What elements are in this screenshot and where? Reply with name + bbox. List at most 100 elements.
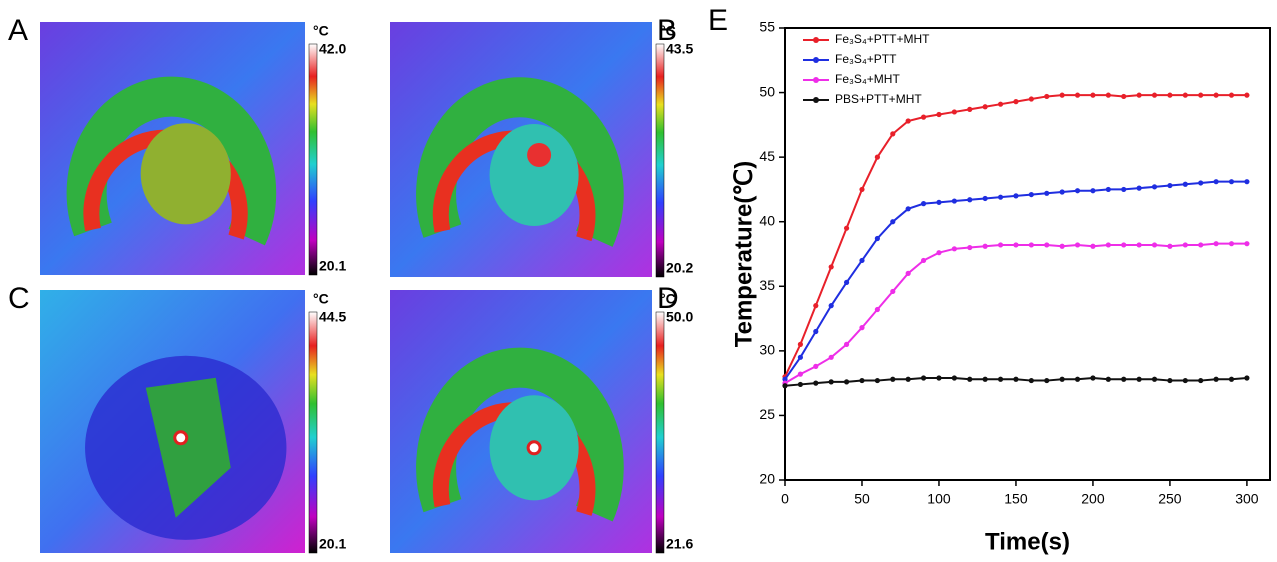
data-point bbox=[1028, 96, 1034, 102]
data-point bbox=[843, 279, 850, 286]
thermal-panels: A °C42.020.1B°C43.520.2C °C44.520.1D°C50.0… bbox=[8, 14, 693, 554]
data-point bbox=[874, 154, 880, 160]
data-point bbox=[874, 235, 880, 242]
data-point bbox=[782, 376, 788, 382]
data-point bbox=[951, 109, 957, 115]
data-point bbox=[997, 101, 1004, 107]
colorbar-min: 21.6 bbox=[666, 536, 693, 552]
data-point bbox=[813, 328, 819, 335]
data-point bbox=[997, 376, 1004, 382]
data-point bbox=[1198, 242, 1204, 248]
x-tick-label: 250 bbox=[1158, 491, 1182, 507]
data-point bbox=[920, 201, 927, 207]
y-tick-label: 25 bbox=[759, 406, 775, 422]
hot-spot bbox=[173, 430, 189, 446]
data-point bbox=[905, 270, 911, 276]
data-point bbox=[859, 186, 865, 193]
data-point bbox=[1013, 242, 1019, 248]
data-point bbox=[982, 376, 988, 382]
thermal-tumor bbox=[145, 377, 231, 518]
thermal-ring bbox=[416, 77, 624, 247]
data-point bbox=[797, 371, 803, 377]
data-point bbox=[1151, 184, 1158, 190]
data-point bbox=[1105, 92, 1111, 98]
data-point bbox=[1167, 182, 1173, 189]
data-point bbox=[1136, 376, 1142, 382]
data-point bbox=[859, 257, 865, 264]
thermal-tumor bbox=[489, 124, 579, 226]
data-point bbox=[1167, 243, 1173, 249]
y-tick-label: 30 bbox=[759, 342, 775, 358]
data-point bbox=[1182, 377, 1188, 384]
colorbar-unit: °C bbox=[660, 291, 676, 307]
data-point bbox=[1136, 92, 1142, 98]
data-point bbox=[1244, 241, 1250, 247]
legend-marker bbox=[813, 37, 819, 43]
data-point bbox=[920, 375, 927, 381]
colorbar-max: 43.5 bbox=[666, 41, 693, 57]
data-point bbox=[1044, 377, 1050, 384]
data-point bbox=[1151, 376, 1158, 382]
x-tick-label: 50 bbox=[854, 491, 870, 507]
x-tick-label: 300 bbox=[1235, 491, 1259, 507]
data-point bbox=[982, 104, 988, 110]
data-point bbox=[1121, 242, 1127, 248]
x-tick-label: 200 bbox=[1081, 491, 1105, 507]
colorbar-unit: °C bbox=[313, 23, 329, 39]
data-point bbox=[843, 341, 850, 347]
data-point bbox=[1167, 92, 1173, 98]
data-point bbox=[828, 354, 834, 360]
data-point bbox=[1151, 92, 1158, 98]
data-point bbox=[982, 195, 988, 202]
data-point bbox=[1121, 376, 1127, 382]
thermal-ring bbox=[416, 347, 624, 522]
colorbar-unit: °C bbox=[660, 23, 676, 39]
data-point bbox=[936, 111, 942, 118]
data-point bbox=[967, 197, 973, 203]
data-point bbox=[982, 243, 988, 249]
legend-marker bbox=[813, 77, 819, 83]
colorbar-max: 42.0 bbox=[319, 41, 346, 57]
data-point bbox=[813, 380, 819, 386]
data-point bbox=[813, 303, 819, 309]
colorbar-min: 20.1 bbox=[319, 536, 346, 552]
data-point bbox=[828, 303, 834, 309]
legend-label: Fe₃S₄+PTT bbox=[835, 52, 897, 66]
data-point bbox=[920, 257, 927, 264]
series-line bbox=[784, 242, 1247, 385]
data-point bbox=[920, 114, 927, 120]
data-point bbox=[797, 381, 803, 388]
series-line bbox=[784, 94, 1247, 378]
data-point bbox=[1244, 375, 1250, 381]
data-point bbox=[1228, 179, 1235, 185]
data-point bbox=[1182, 181, 1188, 187]
data-point bbox=[1213, 241, 1219, 247]
data-point bbox=[905, 206, 911, 212]
data-point bbox=[797, 354, 803, 360]
data-point bbox=[843, 379, 850, 385]
data-point bbox=[1213, 376, 1219, 382]
hot-spot bbox=[527, 143, 552, 167]
data-point bbox=[905, 118, 911, 124]
data-point bbox=[1090, 188, 1096, 194]
legend-marker bbox=[813, 97, 819, 103]
data-point bbox=[1198, 92, 1204, 98]
data-point bbox=[1121, 93, 1127, 100]
panel-label: B bbox=[657, 14, 677, 47]
data-point bbox=[859, 377, 865, 384]
panel-label: C bbox=[8, 282, 30, 315]
data-point bbox=[1044, 93, 1050, 100]
data-point bbox=[890, 219, 896, 225]
data-point bbox=[1013, 99, 1019, 105]
data-point bbox=[1213, 179, 1219, 185]
data-point bbox=[782, 383, 788, 389]
x-tick-label: 150 bbox=[1004, 491, 1028, 507]
data-point bbox=[1136, 185, 1142, 191]
y-tick-label: 50 bbox=[759, 83, 775, 99]
data-point bbox=[1013, 376, 1019, 382]
data-point bbox=[1028, 242, 1034, 248]
data-point bbox=[890, 131, 896, 137]
y-tick-label: 20 bbox=[759, 471, 775, 487]
colorbar-min: 20.1 bbox=[319, 258, 346, 274]
